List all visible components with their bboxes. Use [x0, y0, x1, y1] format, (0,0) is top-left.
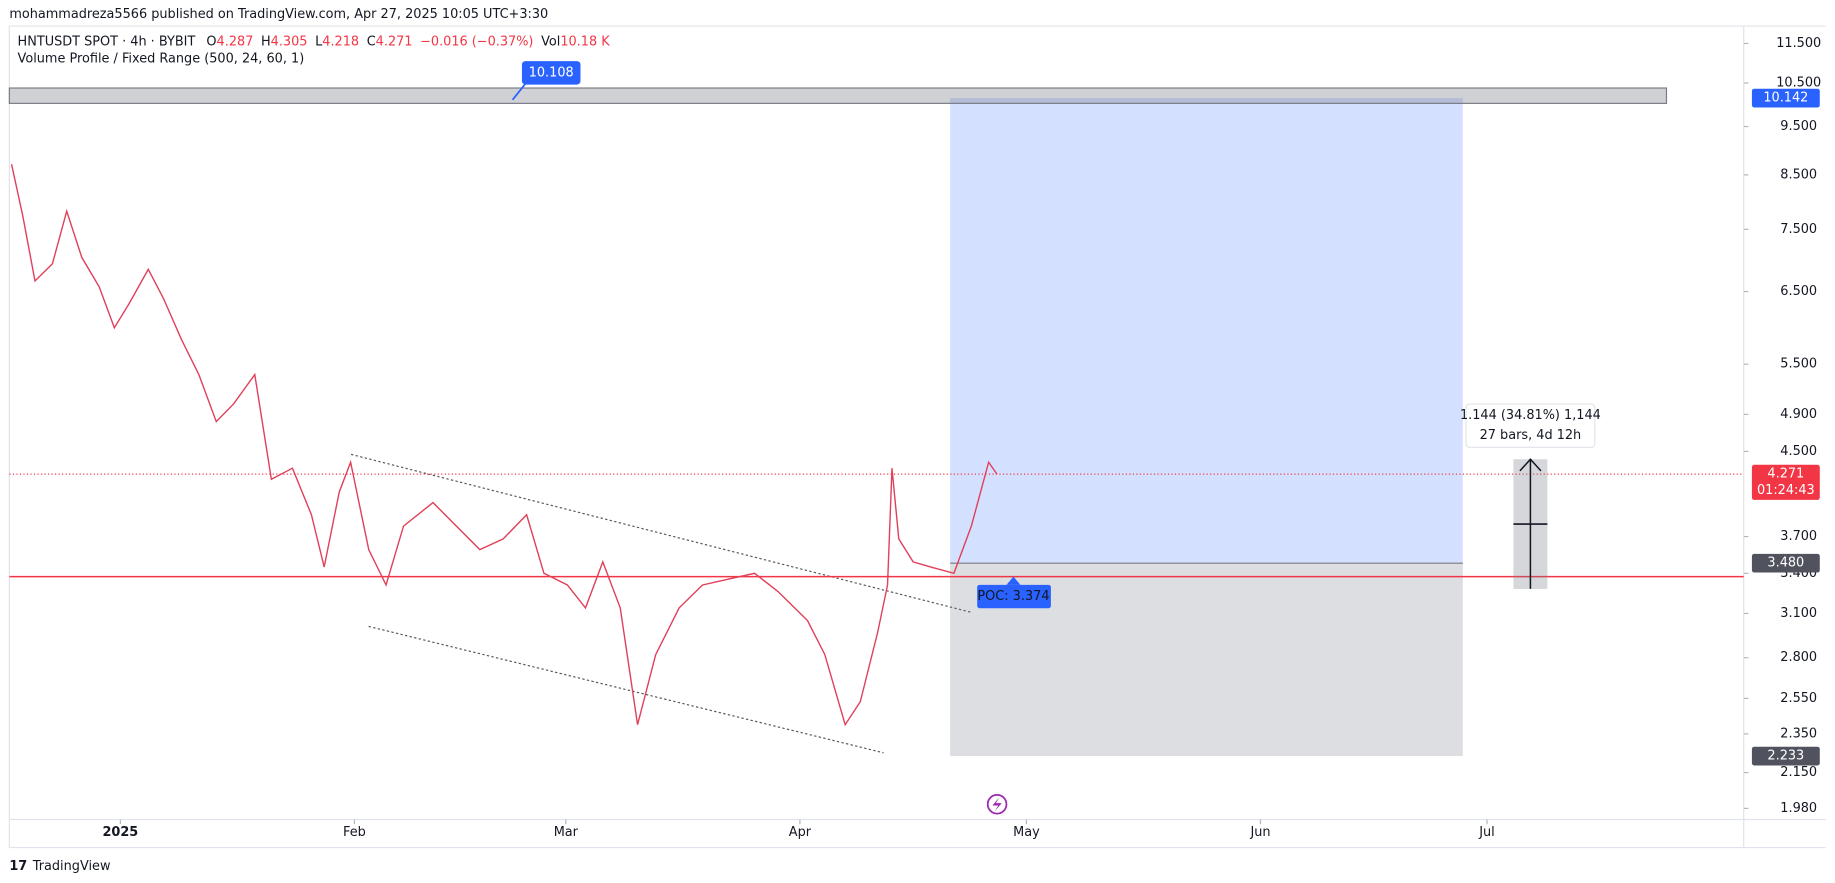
stop-price-label-box — [1751, 746, 1820, 766]
x-tick-label: Jul — [1478, 825, 1495, 840]
last-price-box — [1751, 464, 1820, 500]
entry-price-label: 3.480 — [1767, 556, 1804, 571]
ohlc-value: 4.271 — [376, 34, 413, 49]
indicator-name: Volume Profile / Fixed Range (500, 24, 6… — [18, 51, 305, 66]
y-tick-label: 8.500 — [1780, 167, 1817, 182]
x-tick-label: Jun — [1249, 825, 1270, 840]
measure-arrowhead — [1519, 458, 1542, 472]
y-tick-label: 2.150 — [1780, 765, 1817, 780]
callout-pointer — [511, 81, 528, 101]
y-tick-label: 11.500 — [1776, 36, 1821, 51]
y-tick-label: 4.500 — [1780, 444, 1817, 459]
y-tick-label: 4.900 — [1780, 407, 1817, 422]
entry-price-box — [1751, 553, 1820, 573]
target-zone — [950, 98, 1463, 564]
y-tick-label: 5.500 — [1780, 357, 1817, 372]
y-tick-label: 2.550 — [1780, 691, 1817, 706]
footer-brand: TradingView — [32, 859, 111, 874]
y-tick-label: 2.350 — [1780, 726, 1817, 741]
target-price-label-box — [1751, 88, 1820, 108]
y-tick-label: 2.800 — [1780, 650, 1817, 665]
x-tick-label: Mar — [554, 825, 579, 840]
ohlc-name: H — [261, 34, 271, 49]
y-tick-label: 3.100 — [1780, 606, 1817, 621]
publisher: mohammadreza5566 published on TradingVie… — [9, 7, 548, 22]
x-tick-label: Apr — [789, 825, 812, 840]
ohlc-value: 4.218 — [322, 34, 359, 49]
symbol: HNTUSDT SPOT · 4h · BYBIT — [18, 34, 196, 49]
y-tick-label: 3.700 — [1780, 529, 1817, 544]
target-price-label: 10.142 — [1763, 91, 1808, 106]
ohlc-name: C — [367, 34, 376, 49]
callout-box — [521, 61, 581, 85]
x-tick-label: May — [1013, 825, 1040, 840]
event-icon[interactable] — [986, 794, 1008, 815]
poc-label: POC: 3.374 — [977, 589, 1049, 604]
measure-label: 1.144 (34.81%) 1,144 — [1460, 408, 1601, 423]
legend: HNTUSDT SPOT · 4h · BYBIT O4.287 H4.305 … — [18, 34, 611, 49]
y-tick-label: 10.500 — [1776, 76, 1821, 91]
poc-box — [977, 584, 1051, 609]
ohlc-value: 4.305 — [271, 34, 308, 49]
y-tick-label: 7.500 — [1780, 222, 1817, 237]
last-price-label: 4.271 — [1767, 467, 1804, 482]
measure-label: 27 bars, 4d 12h — [1480, 428, 1582, 443]
stop-price-label: 2.233 — [1767, 749, 1804, 764]
countdown-label: 01:24:43 — [1757, 483, 1815, 498]
y-tick-label: 6.500 — [1780, 284, 1817, 299]
price-line — [10, 164, 998, 727]
ohlc-name: L — [315, 34, 323, 49]
poc-pointer — [1006, 576, 1021, 585]
y-tick-label: 1.980 — [1780, 801, 1817, 816]
volume-name: Vol — [541, 34, 560, 49]
y-tick-label: 9.500 — [1780, 119, 1817, 134]
x-tick-label: Feb — [343, 825, 366, 840]
ohlc-name: O — [206, 34, 216, 49]
measure-box — [1465, 403, 1596, 448]
resistance-zone — [8, 87, 1668, 104]
volume-value: 10.18 K — [560, 34, 610, 49]
trend-line — [350, 453, 972, 613]
change: −0.016 (−0.37%) — [420, 34, 533, 49]
trend-line — [368, 625, 884, 754]
ohlc-value: 4.287 — [217, 34, 254, 49]
logo-mark: 17 — [9, 859, 27, 874]
event-icon-bolt — [992, 797, 1002, 812]
footer-logo: 17 TradingView — [9, 859, 110, 874]
callout-label: 10.108 — [529, 65, 574, 80]
x-tick-label: 2025 — [102, 825, 138, 840]
